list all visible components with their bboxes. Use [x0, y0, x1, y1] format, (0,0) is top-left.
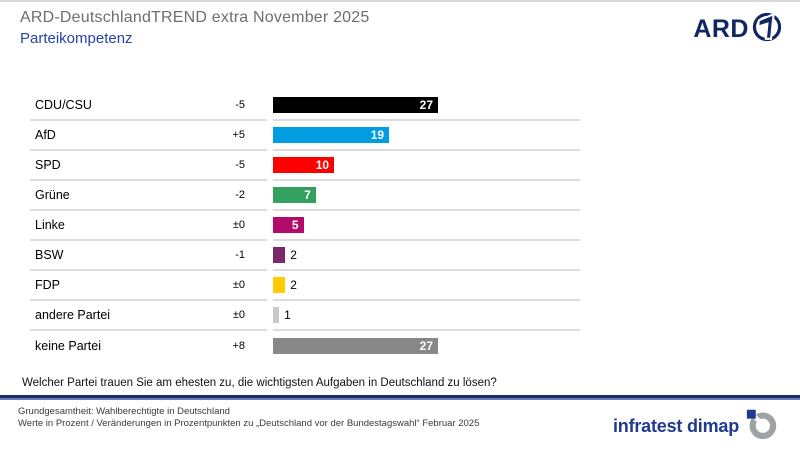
bar-value: 10 — [315, 158, 330, 172]
row-label-cell: Linke ±0 — [30, 211, 267, 241]
row-bar-cell: 2 — [273, 241, 580, 271]
bar-value: 7 — [304, 188, 311, 202]
bar-row: BSW -1 2 — [30, 241, 580, 271]
row-label-cell: FDP ±0 — [30, 271, 267, 301]
ard-logo-text: ARD — [693, 15, 749, 43]
bar-value: 27 — [419, 98, 433, 112]
row-bar-cell: 1 — [273, 301, 580, 331]
bar-row: FDP ±0 2 — [30, 271, 580, 301]
party-label: keine Partei — [35, 339, 102, 353]
party-label: andere Partei — [35, 308, 111, 322]
bar: 10 — [273, 157, 335, 173]
party-label: BSW — [35, 248, 64, 262]
change-value: ±0 — [232, 309, 245, 321]
change-value: -1 — [235, 249, 245, 261]
party-label: Linke — [35, 218, 65, 232]
bar: 27 — [273, 97, 438, 113]
row-label-cell: SPD -5 — [30, 151, 267, 181]
bar-value: 1 — [284, 308, 291, 322]
row-label-cell: keine Partei +8 — [30, 331, 267, 361]
infratest-dimap-text: infratest dimap — [612, 416, 739, 436]
row-bar-cell: 7 — [273, 181, 580, 211]
row-bar-cell: 2 — [273, 271, 580, 301]
page-title: ARD-DeutschlandTREND extra November 2025 — [20, 9, 370, 26]
divider-light-line — [0, 398, 800, 400]
divider-dark-line — [0, 395, 800, 398]
bar: 5 — [273, 217, 304, 233]
bar-row: CDU/CSU -5 27 — [30, 91, 580, 121]
party-label: CDU/CSU — [35, 98, 92, 112]
source-line-2: Werte in Prozent / Veränderungen in Proz… — [18, 418, 480, 429]
bar-row: keine Partei +8 27 — [30, 331, 580, 361]
bar-value: 19 — [370, 128, 385, 142]
chart-rows: CDU/CSU -5 27 AfD +5 19 SPD -5 10 Grüne -2 7 Linke ±0… — [30, 91, 580, 361]
change-value: -5 — [235, 99, 245, 111]
change-value: -5 — [235, 159, 245, 171]
row-bar-cell: 19 — [273, 121, 580, 151]
bar — [273, 247, 286, 263]
bar-value: 2 — [290, 248, 297, 262]
bar-row: SPD -5 10 — [30, 151, 580, 181]
bar — [273, 277, 286, 293]
bar: 19 — [273, 127, 390, 143]
bar-row: Grüne -2 7 — [30, 181, 580, 211]
row-bar-cell: 10 — [273, 151, 580, 181]
bar: 7 — [273, 187, 316, 203]
bar-value: 2 — [290, 278, 297, 292]
party-label: Grüne — [35, 188, 70, 202]
party-label: AfD — [35, 128, 56, 142]
change-value: ±0 — [232, 279, 245, 291]
row-bar-cell: 27 — [273, 331, 580, 361]
row-bar-cell: 27 — [273, 91, 580, 121]
page-subtitle: Parteikompetenz — [20, 30, 133, 47]
change-value: -2 — [235, 189, 245, 201]
footer: Grundgesamtheit: Wahlberechtigte in Deut… — [0, 400, 800, 445]
source-note: Grundgesamtheit: Wahlberechtigte in Deut… — [18, 406, 479, 430]
change-value: ±0 — [232, 219, 245, 231]
row-label-cell: Grüne -2 — [30, 181, 267, 211]
bar-value: 27 — [419, 339, 433, 353]
party-label: FDP — [35, 278, 60, 292]
bar-value: 5 — [291, 218, 299, 232]
header: ARD-DeutschlandTREND extra November 2025… — [0, 2, 800, 47]
row-label-cell: AfD +5 — [30, 121, 267, 151]
change-value: +5 — [232, 129, 245, 141]
bar-chart: CDU/CSU -5 27 AfD +5 19 SPD -5 10 Grüne -2 7 Linke ±0… — [30, 91, 580, 361]
ard-one-circle-icon — [750, 10, 784, 49]
ard-logo: ARD — [693, 10, 784, 49]
divider-rule — [0, 395, 800, 400]
bar — [273, 307, 280, 323]
bar-row: Linke ±0 5 — [30, 211, 580, 241]
bar: 27 — [273, 338, 438, 354]
row-bar-cell: 5 — [273, 211, 580, 241]
row-label-cell: CDU/CSU -5 — [30, 91, 267, 121]
change-value: +8 — [232, 340, 245, 352]
bar-row: andere Partei ±0 1 — [30, 301, 580, 331]
infratest-dimap-icon — [745, 407, 778, 445]
party-label: SPD — [35, 158, 61, 172]
survey-question: Welcher Partei trauen Sie am ehesten zu,… — [22, 377, 497, 389]
bar-row: AfD +5 19 — [30, 121, 580, 151]
row-label-cell: andere Partei ±0 — [30, 301, 267, 331]
source-line-1: Grundgesamtheit: Wahlberechtigte in Deut… — [18, 406, 230, 417]
row-label-cell: BSW -1 — [30, 241, 267, 271]
infratest-dimap-logo: infratest dimap — [612, 407, 778, 445]
